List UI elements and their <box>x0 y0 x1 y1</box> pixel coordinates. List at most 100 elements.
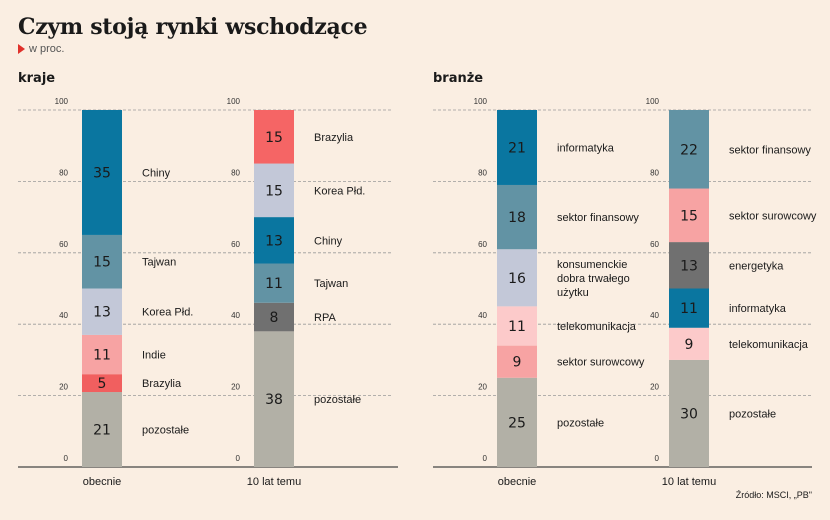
y-tick-branze-0-40: 40 <box>478 311 487 320</box>
value-label-branze-1-2: 11 <box>680 301 698 317</box>
y-tick-kraje-0-20: 20 <box>59 383 68 392</box>
y-tick-kraje-0-0: 0 <box>64 454 69 463</box>
segment-label-kraje-1-1: RPA <box>314 312 336 324</box>
y-tick-kraje-0-80: 80 <box>59 168 68 177</box>
y-tick-kraje-1-20: 20 <box>231 383 240 392</box>
section-label-branze: branże <box>433 71 484 86</box>
segment-label-branze-1-1: telekomunikacja <box>729 339 809 351</box>
segment-label-kraje-0-2: Indie <box>142 350 166 362</box>
value-label-kraje-0-3: 13 <box>93 305 111 321</box>
y-tick-branze-0-20: 20 <box>478 383 487 392</box>
value-label-kraje-0-0: 21 <box>93 423 111 439</box>
bar-segment-kraje-0-4 <box>82 234 122 289</box>
segment-label-kraje-0-3: Korea Płd. <box>142 307 193 319</box>
category-label-kraje-1: 10 lat temu <box>247 476 301 488</box>
segment-label-kraje-0-1: Brazylia <box>142 378 182 390</box>
bar-segment-kraje-0-3 <box>82 288 122 335</box>
bar-segment-branze-0-5 <box>497 110 537 185</box>
segment-label-branze-1-2: informatyka <box>729 303 787 315</box>
category-label-kraje-0: obecnie <box>83 476 122 488</box>
category-label-branze-1: 10 lat temu <box>662 476 716 488</box>
bar-segment-kraje-1-4 <box>254 163 294 218</box>
y-tick-branze-1-0: 0 <box>655 454 660 463</box>
segment-label-branze-0-3-0: konsumenckie <box>557 259 627 271</box>
y-tick-kraje-0-60: 60 <box>59 240 68 249</box>
value-label-kraje-1-3: 13 <box>265 233 283 249</box>
bar-segment-branze-1-1 <box>669 327 709 360</box>
value-label-branze-1-4: 15 <box>680 208 698 224</box>
bar-segment-kraje-1-2 <box>254 263 294 303</box>
y-tick-kraje-1-100: 100 <box>227 97 241 106</box>
bar-segment-branze-1-4 <box>669 188 709 243</box>
value-label-branze-0-0: 25 <box>508 415 526 431</box>
segment-label-branze-1-3: energetyka <box>729 260 784 272</box>
segment-label-kraje-0-0: pozostałe <box>142 425 189 437</box>
y-tick-kraje-1-40: 40 <box>231 311 240 320</box>
y-tick-kraje-0-100: 100 <box>55 97 69 106</box>
bar-segment-branze-0-2 <box>497 306 537 346</box>
segment-label-branze-1-0: pozostałe <box>729 408 776 420</box>
bar-segment-kraje-1-5 <box>254 110 294 164</box>
bar-segment-kraje-0-1 <box>82 374 122 393</box>
y-tick-branze-0-80: 80 <box>478 168 487 177</box>
value-label-branze-0-5: 21 <box>508 140 526 156</box>
source-note: Źródło: MSCI, „PB" <box>735 490 812 500</box>
value-label-kraje-0-4: 15 <box>93 255 111 271</box>
value-label-kraje-1-0: 38 <box>265 392 283 408</box>
y-tick-branze-0-100: 100 <box>474 97 488 106</box>
chart-title: Czym stoją rynki wschodzące <box>18 14 368 40</box>
bar-segment-branze-0-0 <box>497 377 537 467</box>
y-tick-branze-1-80: 80 <box>650 168 659 177</box>
segment-label-kraje-0-4: Tajwan <box>142 257 176 269</box>
bar-segment-kraje-1-3 <box>254 217 294 264</box>
value-label-branze-0-2: 11 <box>508 319 526 335</box>
y-tick-branze-1-40: 40 <box>650 311 659 320</box>
segment-label-branze-1-4: sektor surowcowy <box>729 210 817 222</box>
value-label-kraje-1-5: 15 <box>265 130 283 146</box>
value-label-kraje-0-2: 11 <box>93 348 111 364</box>
value-label-kraje-0-5: 35 <box>93 165 111 181</box>
section-label-kraje: kraje <box>18 71 56 86</box>
y-tick-kraje-1-60: 60 <box>231 240 240 249</box>
subtitle-text: w proc. <box>29 43 65 55</box>
value-label-branze-1-0: 30 <box>680 406 698 422</box>
segment-label-branze-1-5: sektor finansowy <box>729 144 811 156</box>
value-label-kraje-1-2: 11 <box>265 276 283 292</box>
bar-segment-branze-1-3 <box>669 242 709 289</box>
bar-segment-branze-0-4 <box>497 184 537 250</box>
segment-label-branze-0-5: informatyka <box>557 142 615 154</box>
value-label-kraje-1-4: 15 <box>265 183 283 199</box>
value-label-kraje-0-1: 5 <box>98 376 107 392</box>
bar-segment-kraje-0-2 <box>82 334 122 375</box>
y-tick-kraje-0-40: 40 <box>59 311 68 320</box>
segment-label-branze-0-1: sektor surowcowy <box>557 357 645 369</box>
segment-label-kraje-1-2: Tajwan <box>314 278 348 290</box>
segment-label-kraje-1-3: Chiny <box>314 235 343 247</box>
y-tick-kraje-1-80: 80 <box>231 168 240 177</box>
value-label-kraje-1-1: 8 <box>270 310 279 326</box>
bar-segment-kraje-0-5 <box>82 110 122 235</box>
y-tick-kraje-1-0: 0 <box>236 454 241 463</box>
bar-segment-kraje-1-1 <box>254 302 294 332</box>
segment-label-branze-0-2: telekomunikacja <box>557 321 637 333</box>
bar-segment-kraje-0-0 <box>82 392 122 467</box>
bar-segment-branze-0-3 <box>497 249 537 307</box>
segment-label-branze-0-3-1: dobra trwałego <box>557 273 630 285</box>
y-tick-branze-0-60: 60 <box>478 240 487 249</box>
value-label-branze-0-1: 9 <box>513 355 522 371</box>
y-tick-branze-0-0: 0 <box>483 454 488 463</box>
red-triangle-icon <box>18 44 25 54</box>
bar-segment-branze-1-0 <box>669 359 709 467</box>
y-tick-branze-1-60: 60 <box>650 240 659 249</box>
segment-label-kraje-1-5: Brazylia <box>314 132 354 144</box>
value-label-branze-1-3: 13 <box>680 258 698 274</box>
segment-label-branze-0-3-2: użytku <box>557 287 589 299</box>
segment-label-kraje-1-4: Korea Płd. <box>314 185 365 197</box>
bar-segment-branze-1-5 <box>669 110 709 189</box>
y-tick-branze-1-100: 100 <box>646 97 660 106</box>
bar-segment-branze-1-2 <box>669 288 709 328</box>
segment-label-branze-0-4: sektor finansowy <box>557 212 639 224</box>
value-label-branze-1-5: 22 <box>680 142 698 158</box>
segment-label-kraje-1-0: pozostałe <box>314 394 361 406</box>
